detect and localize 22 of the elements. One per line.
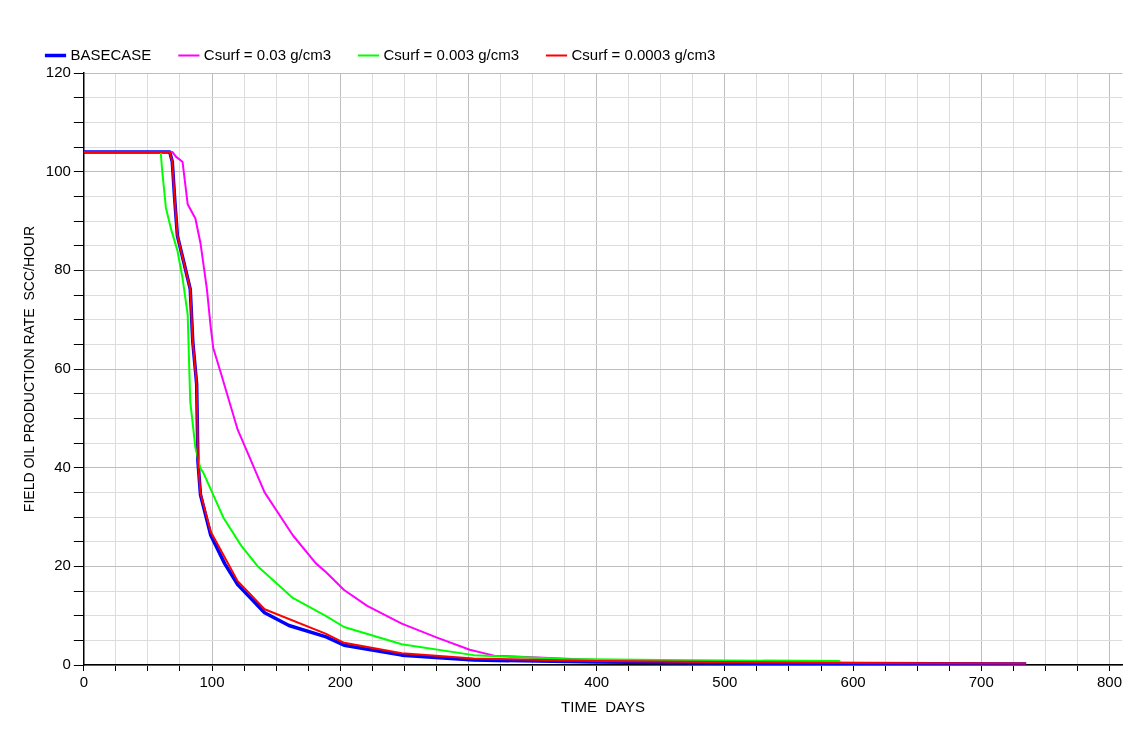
legend-label: Csurf = 0.0003 g/cm3 (571, 45, 716, 63)
x-tick-label: 0 (79, 673, 88, 691)
x-tick-label: 700 (968, 673, 994, 691)
legend-label: Csurf = 0.03 g/cm3 (203, 45, 332, 63)
x-tick-label: 800 (1096, 673, 1122, 691)
x-axis-title: TIME DAYS (561, 698, 646, 716)
legend-label: BASECASE (70, 45, 152, 63)
x-tick-label: 500 (712, 673, 738, 691)
legend-label: Csurf = 0.003 g/cm3 (383, 45, 519, 63)
x-tick-label: 400 (584, 673, 610, 691)
y-tick-label: 0 (62, 655, 71, 673)
y-tick-label: 100 (45, 161, 71, 179)
x-tick-label: 300 (455, 673, 481, 691)
y-axis-title: FIELD OIL PRODUCTION RATE SCC/HOUR (21, 225, 38, 513)
y-tick-label: 40 (54, 457, 71, 475)
x-tick-label: 600 (840, 673, 866, 691)
y-tick-label: 20 (54, 556, 71, 574)
y-tick-label: 60 (54, 359, 71, 377)
y-tick-label: 80 (54, 260, 71, 278)
x-tick-label: 200 (327, 673, 353, 691)
x-tick-label: 100 (199, 673, 225, 691)
y-tick-label: 120 (45, 63, 71, 81)
